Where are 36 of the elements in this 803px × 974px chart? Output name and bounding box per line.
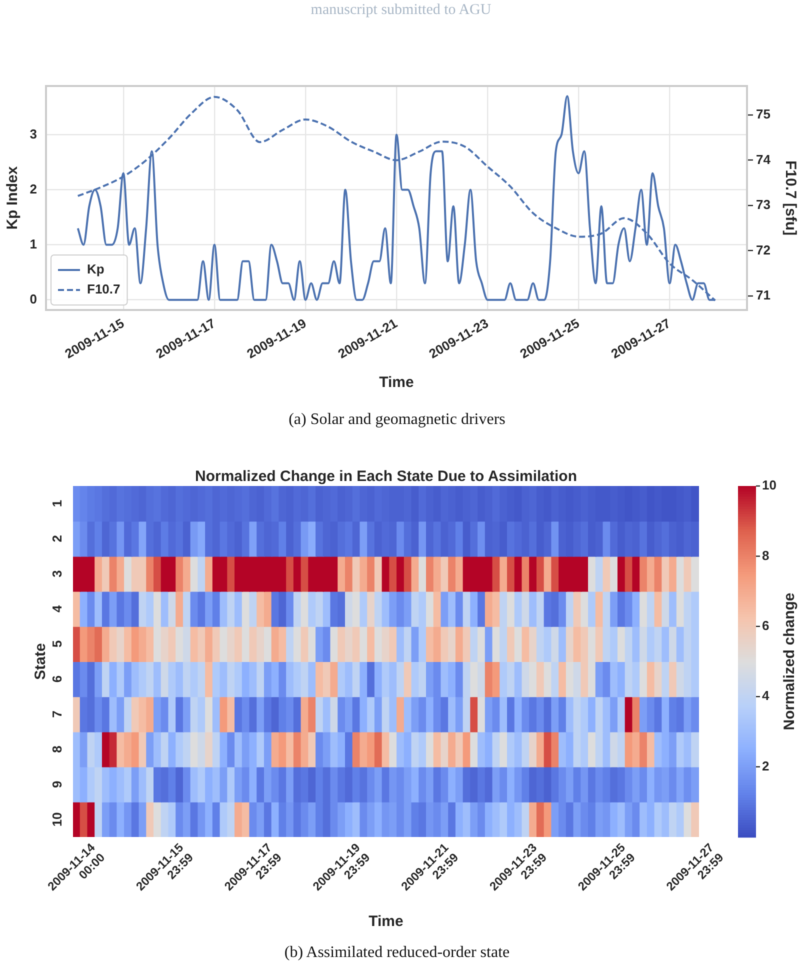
y-tick-label: 5 (49, 640, 64, 648)
legend-label: F10.7 (87, 282, 120, 297)
color-bar-label: 4 (762, 688, 770, 704)
y2-tick-label: 72 (756, 242, 770, 258)
color-bar-title: Normalized change (781, 592, 798, 730)
y-tick-label: 6 (49, 675, 64, 683)
y2-tick-label: 75 (756, 106, 770, 122)
y2-tick-label: 71 (756, 288, 770, 303)
x-axis-title: Time (379, 374, 414, 392)
y-tick-label: 8 (49, 746, 64, 753)
y-tick-label: 2 (49, 535, 64, 542)
y-tick-label: 1 (30, 236, 37, 252)
y-tick-label: 7 (49, 710, 64, 718)
color-bar-label: 8 (762, 548, 770, 563)
y2-axis-title: F10.7 [sfu] (782, 160, 799, 236)
y-tick-label: 1 (49, 500, 64, 508)
y-tick-label: 3 (30, 126, 37, 142)
chart-title: Normalized Change in Each State Due to Assimilation (194, 468, 578, 485)
y-tick-label: 10 (49, 812, 64, 827)
text: (b) Assimilated reduced-order state (284, 944, 510, 962)
y-tick-label: 3 (49, 570, 64, 578)
y2-tick-label: 74 (756, 152, 772, 167)
text: manuscript submitted to AGU (310, 1, 492, 19)
x-axis-title: Time (368, 913, 404, 930)
y-tick-label: 0 (30, 291, 37, 306)
y2-tick-label: 73 (756, 197, 770, 212)
color-bar-label: 2 (762, 758, 770, 774)
y-tick-label: 2 (30, 181, 37, 196)
y-tick-label: 4 (49, 604, 64, 612)
y-axis-title: State (32, 643, 50, 680)
color-bar-label: 10 (762, 478, 776, 493)
text: (a) Solar and geomagnetic drivers (288, 411, 506, 429)
y-axis-title: Kp Index (4, 166, 22, 230)
color-bar-label: 6 (762, 618, 770, 633)
legend-label: Kp (87, 262, 104, 277)
y-tick-label: 9 (49, 780, 64, 788)
